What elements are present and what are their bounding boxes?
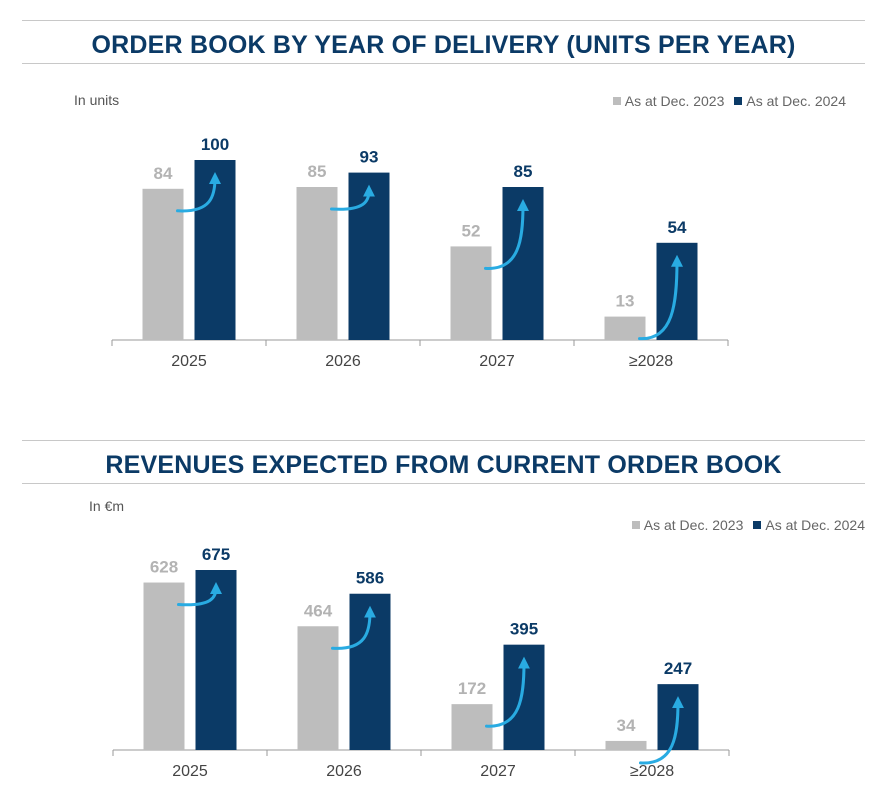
value-label-dec-2024: 85	[514, 162, 533, 181]
value-label-dec-2024: 395	[510, 620, 538, 639]
bar-dec-2023	[297, 626, 339, 750]
chart2-unit-label: In €m	[89, 498, 125, 514]
legend-label-2024: As at Dec. 2024	[746, 93, 846, 109]
value-label-dec-2024: 586	[356, 569, 384, 588]
growth-arrow-icon	[331, 605, 376, 650]
category-label: 2027	[480, 763, 516, 780]
bar-dec-2023	[604, 316, 646, 340]
category-label: 2027	[479, 353, 515, 370]
value-label-dec-2023: 52	[462, 221, 481, 240]
legend-label-2023: As at Dec. 2023	[643, 517, 744, 533]
chart1-legend-item-2024: As at Dec. 2024	[734, 93, 846, 109]
growth-arrow-icon	[330, 184, 375, 211]
value-label-dec-2023: 172	[458, 679, 486, 698]
legend-swatch-2024	[753, 521, 762, 529]
bar-dec-2024	[348, 172, 390, 340]
value-label-dec-2023: 628	[150, 558, 178, 577]
category-label: ≥2028	[630, 763, 674, 780]
growth-arrow-icon	[639, 696, 684, 765]
category-label: 2025	[172, 763, 208, 780]
value-label-dec-2024: 100	[201, 135, 229, 154]
category-label: 2026	[326, 763, 362, 780]
chart1-legend-item-2023: As at Dec. 2023	[612, 93, 725, 109]
growth-arrow-icon	[638, 254, 683, 341]
bar-dec-2023	[605, 740, 647, 750]
chart2-legend-item-2024: As at Dec. 2024	[753, 517, 865, 533]
chart2-legend-item-2023: As at Dec. 2023	[631, 517, 744, 533]
chart2-title-underline	[22, 483, 865, 484]
bar-dec-2023	[296, 187, 338, 340]
bar-dec-2023	[143, 582, 185, 750]
bar-dec-2024	[503, 644, 545, 750]
chart1-unit-label: In units	[74, 92, 120, 108]
legend-label-2023: As at Dec. 2023	[624, 93, 725, 109]
value-label-dec-2023: 464	[304, 601, 333, 620]
category-label: 2026	[325, 353, 361, 370]
growth-arrow-icon	[484, 199, 529, 270]
category-label: 2025	[171, 353, 207, 370]
value-label-dec-2024: 93	[360, 148, 379, 167]
bar-dec-2024	[195, 570, 237, 750]
value-label-dec-2023: 85	[308, 162, 327, 181]
legend-label-2024: As at Dec. 2024	[765, 517, 865, 533]
chart1-title: ORDER BOOK BY YEAR OF DELIVERY (UNITS PE…	[91, 31, 796, 59]
value-label-dec-2024: 54	[668, 218, 687, 237]
top-rule	[22, 20, 865, 21]
growth-arrow-icon	[485, 656, 530, 728]
chart1-plot: 84 100 2025 85 93 2026 52 85 2027 13 54 ≥2028	[111, 135, 729, 370]
legend-swatch-2023	[612, 97, 621, 105]
value-label-dec-2023: 34	[617, 716, 636, 735]
chart2-plot: 628 675 2025 464 586 2026 172 395 2027 34 247 ≥2028	[112, 545, 730, 780]
value-label-dec-2023: 84	[154, 164, 173, 183]
legend-swatch-2024	[734, 97, 743, 105]
category-label: ≥2028	[629, 353, 673, 370]
chart1-title-underline	[22, 63, 865, 64]
chart2-legend: As at Dec. 2023 As at Dec. 2024	[631, 517, 865, 533]
legend-swatch-2023	[631, 521, 640, 529]
value-label-dec-2023: 13	[616, 292, 635, 311]
growth-arrow-icon	[176, 172, 221, 213]
section-divider-rule	[22, 440, 865, 441]
growth-arrow-icon	[177, 582, 222, 607]
bar-dec-2023	[142, 188, 184, 340]
chart1-legend: As at Dec. 2023 As at Dec. 2024	[612, 93, 846, 109]
chart2-title: REVENUES EXPECTED FROM CURRENT ORDER BOO…	[105, 451, 782, 479]
value-label-dec-2024: 675	[202, 545, 230, 564]
bar-dec-2023	[450, 246, 492, 340]
value-label-dec-2024: 247	[664, 659, 692, 678]
